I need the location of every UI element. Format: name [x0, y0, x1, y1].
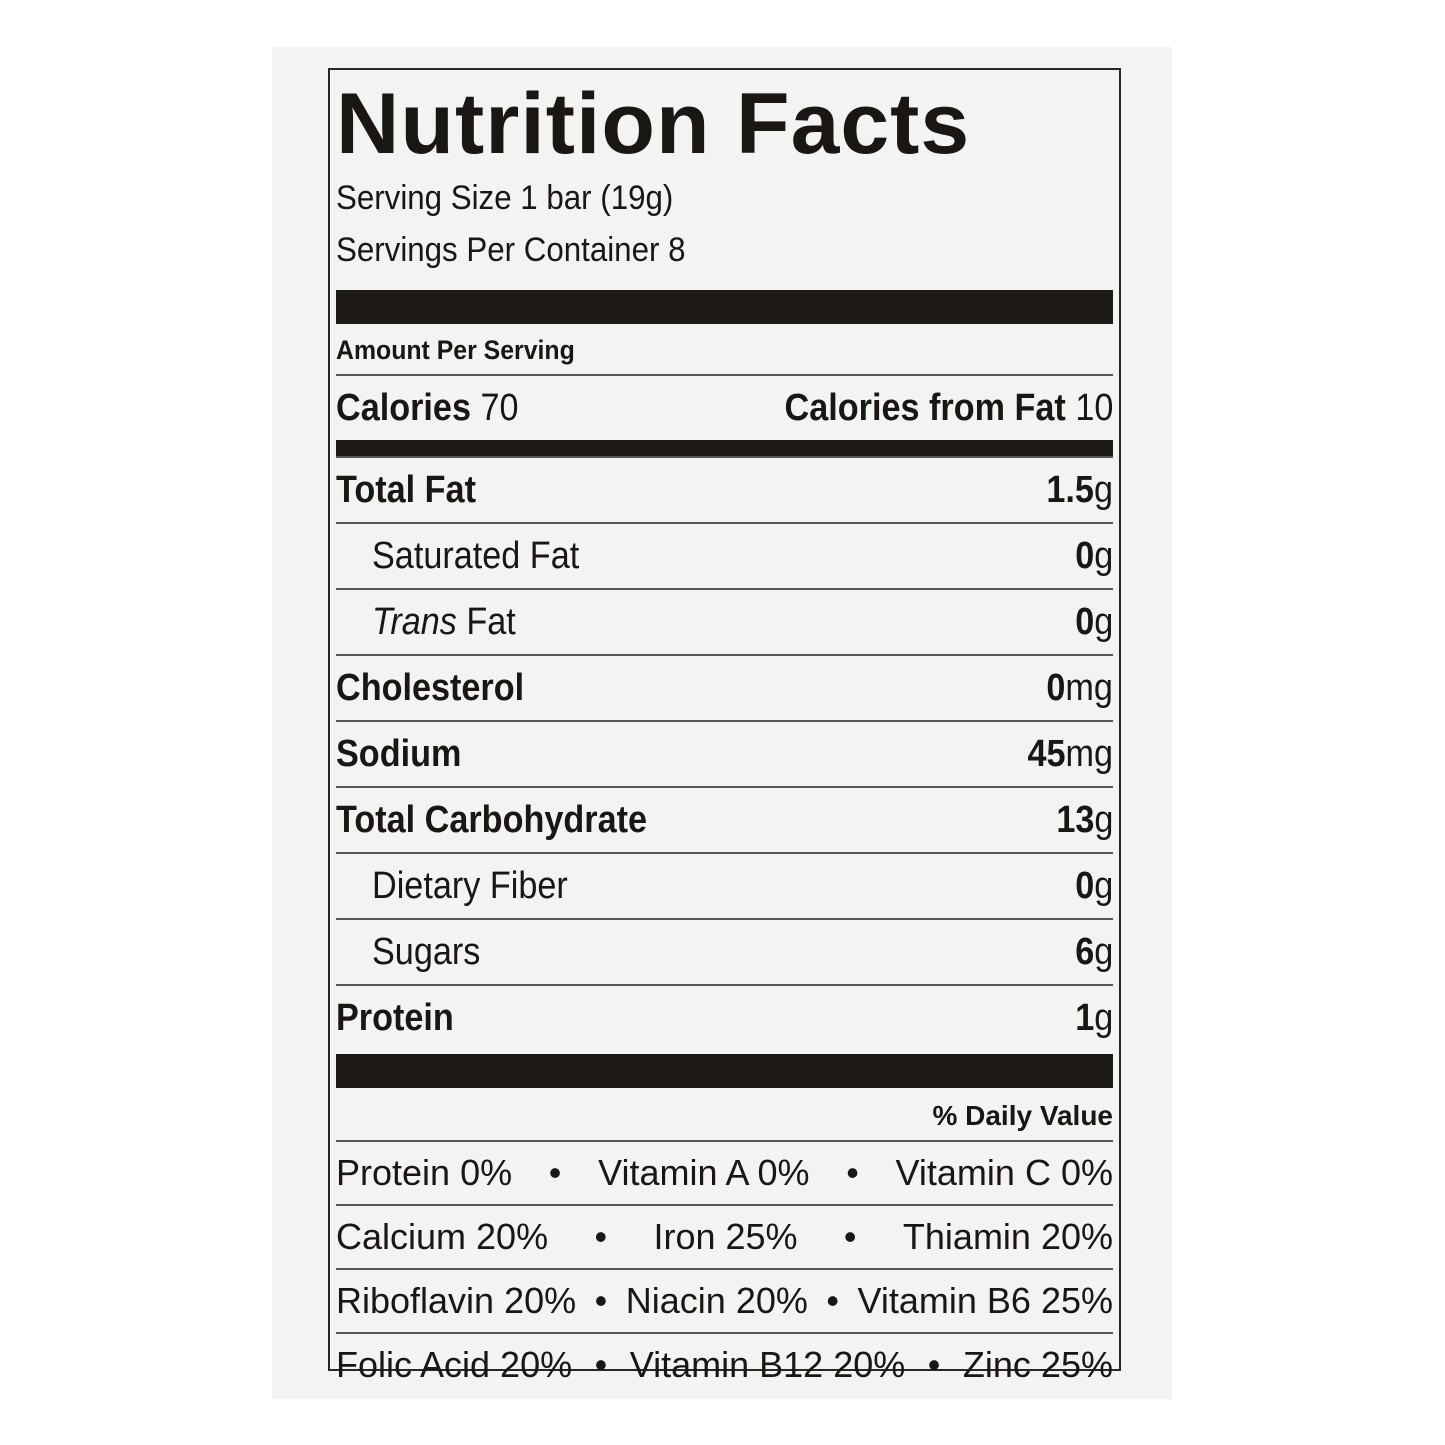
nutrient-unit: g — [1093, 534, 1113, 577]
nutrient-amount: 0 — [1074, 864, 1094, 907]
nutrient-amount: 45 — [1027, 732, 1066, 775]
nutrient-label: Saturated Fat — [372, 534, 580, 577]
amount-per-serving: Amount Per Serving — [336, 335, 575, 365]
nutrient-label: Protein — [336, 996, 454, 1039]
nutrient-unit: g — [1093, 468, 1113, 511]
vitamin-value: Iron 25% — [653, 1216, 798, 1257]
vitamin-value: Zinc 25% — [962, 1344, 1113, 1385]
nutrient-label: Dietary Fiber — [372, 864, 568, 907]
nutrient-unit: g — [1093, 798, 1113, 841]
vitamin-value: Riboflavin 20% — [336, 1280, 577, 1321]
nutrient-row: Protein 1g — [336, 984, 1113, 1050]
nutrient-unit: g — [1093, 864, 1113, 907]
bullet-separator: • — [594, 1344, 608, 1385]
nutrient-amount: 0 — [1074, 534, 1094, 577]
bullet-separator: • — [846, 1152, 859, 1193]
label-background — [272, 47, 1172, 1399]
nutrient-label: Trans — [372, 600, 457, 643]
vitamin-row: Riboflavin 20% • Niacin 20% • Vitamin B6 25% — [336, 1268, 1113, 1332]
vitamin-value: Vitamin A 0% — [598, 1152, 810, 1193]
nutrient-label: Sodium — [336, 732, 462, 775]
nutrient-unit: g — [1093, 600, 1113, 643]
bullet-separator: • — [548, 1152, 562, 1193]
nutrient-label: Sugars — [372, 930, 481, 973]
nutrient-unit: g — [1093, 996, 1113, 1039]
nutrient-amount: 13 — [1055, 798, 1094, 841]
vitamin-value: Vitamin B12 20% — [629, 1344, 906, 1385]
nutrient-row: Total Carbohydrate 13g — [336, 786, 1113, 852]
nutrient-row: Trans Fat 0g — [336, 588, 1113, 654]
nutrient-amount: 0 — [1074, 600, 1094, 643]
nutrient-label: Total Carbohydrate — [336, 798, 648, 841]
serving-size: Serving Size 1 bar (19g) — [336, 179, 674, 217]
calories-value: 70 — [480, 386, 519, 429]
calories-from-fat-label: Calories from Fat — [784, 386, 1066, 429]
medium-divider — [336, 440, 1113, 456]
nutrient-unit: mg — [1065, 732, 1113, 775]
nutrient-amount: 1.5 — [1046, 468, 1094, 511]
nutrient-row: Total Fat 1.5g — [336, 456, 1113, 522]
nutrition-facts-label: Nutrition Facts Serving Size 1 bar (19g)… — [328, 68, 1121, 1385]
daily-value-header: % Daily Value — [932, 1100, 1113, 1131]
nutrient-row: Sugars 6g — [336, 918, 1113, 984]
nutrient-amount: 6 — [1074, 930, 1094, 973]
nutrient-amount: 0 — [1046, 666, 1066, 709]
bullet-separator: • — [594, 1280, 608, 1321]
vitamin-value: Folic Acid 20% — [336, 1344, 573, 1385]
servings-per-container: Servings Per Container 8 — [336, 231, 686, 269]
calories-row: Calories 70 Calories from Fat 10 — [336, 374, 1113, 440]
bullet-separator: • — [594, 1216, 608, 1257]
vitamin-value: Protein 0% — [336, 1152, 513, 1193]
vitamin-row: Protein 0% • Vitamin A 0% • Vitamin C 0% — [336, 1140, 1113, 1204]
nutrient-list: Total Fat 1.5g Saturated Fat 0g Trans Fat 0g C… — [336, 456, 1113, 1050]
vitamin-value: Calcium 20% — [336, 1216, 549, 1257]
calories-from-fat-value: 10 — [1074, 386, 1113, 429]
vitamin-value: Vitamin C 0% — [895, 1152, 1113, 1193]
thick-divider — [336, 290, 1113, 324]
bullet-separator: • — [826, 1280, 839, 1321]
vitamin-value: Niacin 20% — [625, 1280, 808, 1321]
vitamin-row: Calcium 20% • Iron 25% • Thiamin 20% — [336, 1204, 1113, 1268]
vitamin-list: Protein 0% • Vitamin A 0% • Vitamin C 0% Calc… — [336, 1140, 1113, 1396]
vitamin-value: Vitamin B6 25% — [857, 1280, 1113, 1321]
label-title: Nutrition Facts — [336, 76, 971, 172]
nutrient-unit: mg — [1065, 666, 1113, 709]
bullet-separator: • — [927, 1344, 941, 1385]
vitamin-row: Folic Acid 20% • Vitamin B12 20% • Zinc 25% — [336, 1332, 1113, 1396]
nutrient-row: Cholesterol 0mg — [336, 654, 1113, 720]
nutrient-label-suffix: Fat — [456, 600, 516, 643]
nutrient-row: Dietary Fiber 0g — [336, 852, 1113, 918]
nutrient-row: Saturated Fat 0g — [336, 522, 1113, 588]
nutrient-amount: 1 — [1074, 996, 1094, 1039]
thick-divider — [336, 1054, 1113, 1088]
nutrient-row: Sodium 45mg — [336, 720, 1113, 786]
calories-label: Calories — [336, 386, 471, 429]
vitamin-value: Thiamin 20% — [902, 1216, 1113, 1257]
bullet-separator: • — [843, 1216, 857, 1257]
nutrient-label: Cholesterol — [336, 666, 525, 709]
nutrient-unit: g — [1093, 930, 1113, 973]
nutrient-label: Total Fat — [336, 468, 476, 511]
